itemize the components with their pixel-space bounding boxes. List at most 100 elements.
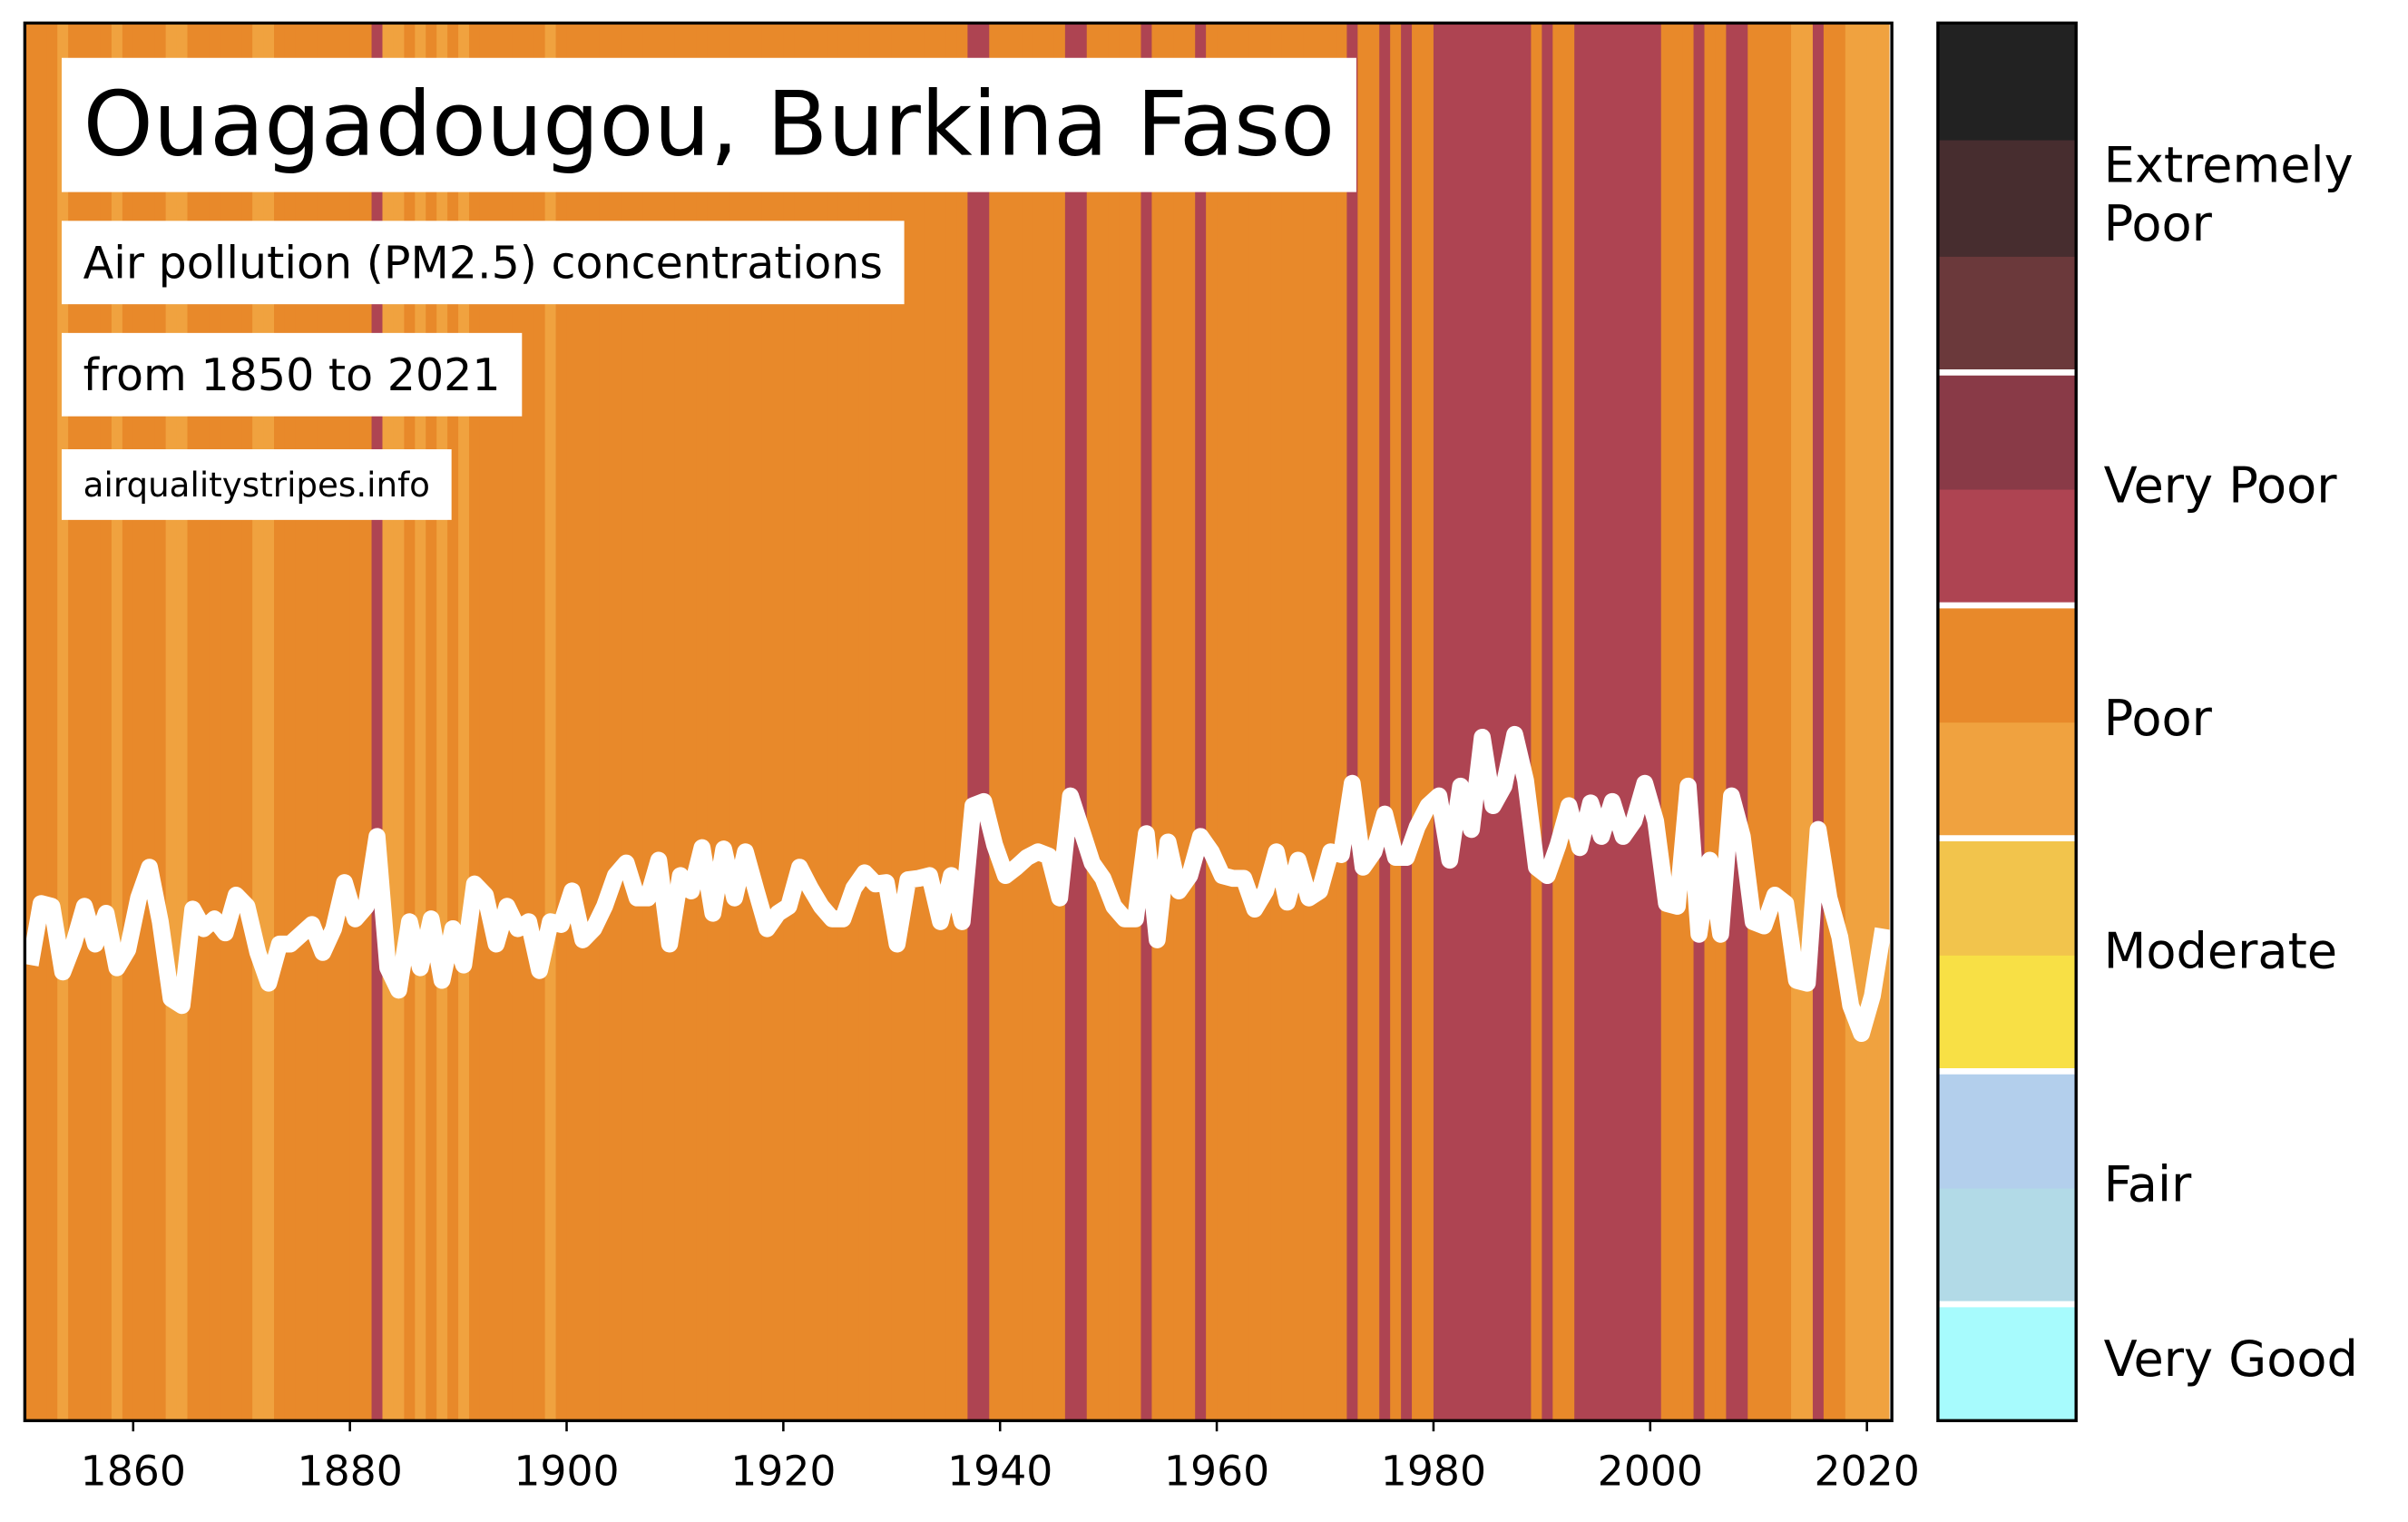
stripe [718, 23, 730, 1421]
stripe [1248, 23, 1261, 1421]
source-label: airqualitystripes.info [83, 465, 430, 505]
stripe [1476, 23, 1489, 1421]
stripe [1184, 23, 1197, 1421]
stripe [1119, 23, 1131, 1421]
stripe [1346, 23, 1359, 1421]
stripe [783, 23, 796, 1421]
stripe [1053, 23, 1066, 1421]
stripe [1660, 23, 1673, 1421]
legend-label: Moderate [2104, 923, 2338, 980]
stripe [858, 23, 871, 1421]
stripe [1845, 23, 1857, 1421]
stripe [1075, 23, 1088, 1421]
stripe [1628, 23, 1640, 1421]
stripe [1281, 23, 1294, 1421]
text-box [61, 449, 452, 520]
stripe [599, 23, 612, 1421]
x-tick-label: 1880 [298, 1447, 403, 1495]
stripe [1336, 23, 1348, 1421]
stripe [761, 23, 774, 1421]
stripe [1195, 23, 1208, 1421]
stripe [1228, 23, 1239, 1421]
stripe [1206, 23, 1219, 1421]
stripe [1531, 23, 1543, 1421]
stripe [1682, 23, 1695, 1421]
stripe [631, 23, 644, 1421]
x-tick-label: 1860 [81, 1447, 186, 1495]
colorbar-segment [1937, 605, 2077, 723]
stripe [663, 23, 676, 1421]
stripe [621, 23, 633, 1421]
stripe [1877, 23, 1890, 1421]
stripe [1151, 23, 1164, 1421]
stripe [1259, 23, 1272, 1421]
stripe [935, 23, 947, 1421]
stripe [1379, 23, 1392, 1421]
stripe [978, 23, 991, 1421]
stripe [1064, 23, 1077, 1421]
stripe [1801, 23, 1814, 1421]
stripe [805, 23, 817, 1421]
legend-label: Fair [2104, 1155, 2192, 1213]
text-boxes [61, 57, 1356, 520]
stripe [1812, 23, 1825, 1421]
stripe [653, 23, 666, 1421]
stripe [1726, 23, 1738, 1421]
period-label: from 1850 to 2021 [83, 349, 501, 401]
stripe [1563, 23, 1576, 1421]
stripe [566, 23, 579, 1421]
stripe [1444, 23, 1456, 1421]
stripe [1649, 23, 1662, 1421]
stripe [685, 23, 698, 1421]
stripe [1097, 23, 1110, 1421]
stripe [1000, 23, 1013, 1421]
stripe [891, 23, 904, 1421]
chart-subtitle: Air pollution (PM2.5) concentrations [83, 236, 883, 289]
x-tick-label: 1960 [1164, 1447, 1269, 1495]
stripe [1412, 23, 1424, 1421]
stripe [1357, 23, 1370, 1421]
stripe [1238, 23, 1250, 1421]
stripe [816, 23, 828, 1421]
legend-label: Very Good [2104, 1331, 2358, 1388]
colorbar-segment [1937, 1071, 2077, 1189]
stripe [1791, 23, 1804, 1421]
stripe [1509, 23, 1522, 1421]
colorbar-segment [1937, 722, 2077, 840]
stripe [1022, 23, 1034, 1421]
stripe [1217, 23, 1229, 1421]
stripe [750, 23, 763, 1421]
stripe [1130, 23, 1142, 1421]
stripe [588, 23, 601, 1421]
plot-frame [23, 21, 1894, 1423]
stripe [869, 23, 882, 1421]
stripe [880, 23, 893, 1421]
stripe [696, 23, 709, 1421]
colorbar-segment [1937, 1187, 2077, 1305]
stripe [1704, 23, 1717, 1421]
stripe [523, 23, 535, 1421]
colorbar-frame [1936, 21, 2078, 1423]
stripe [1086, 23, 1099, 1421]
stripe [707, 23, 719, 1421]
stripe [642, 23, 655, 1421]
stripe [1866, 23, 1879, 1421]
stripe [46, 23, 59, 1421]
stripe [1465, 23, 1478, 1421]
stripe [1390, 23, 1403, 1421]
stripe [794, 23, 807, 1421]
stripe [1552, 23, 1565, 1421]
stripe [555, 23, 568, 1421]
stripe [1042, 23, 1055, 1421]
colorbar-segment [1937, 23, 2077, 141]
x-tick-label: 2000 [1598, 1447, 1703, 1495]
stripe [945, 23, 958, 1421]
stripe [1140, 23, 1153, 1421]
stripe [1454, 23, 1467, 1421]
stripe [924, 23, 936, 1421]
stripe [1520, 23, 1532, 1421]
stripe [827, 23, 839, 1421]
stripe [1671, 23, 1684, 1421]
stripe [1368, 23, 1381, 1421]
